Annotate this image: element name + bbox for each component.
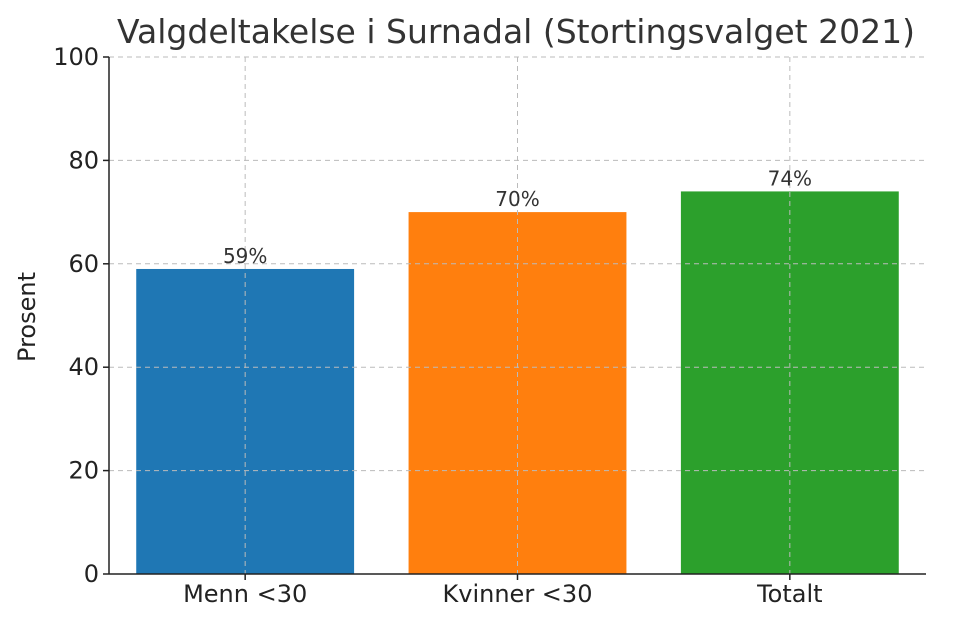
bar-value-label: 59% <box>223 244 267 268</box>
y-axis-label: Prosent <box>13 272 41 362</box>
data-label-layer: 59% 70% 74% <box>223 166 812 268</box>
y-tick-label: 20 <box>68 457 99 485</box>
chart-title: Valgdeltakelse i Surnadal (Stortingsvalg… <box>117 12 915 51</box>
bar-value-label: 74% <box>768 166 812 190</box>
x-tick-label: Kvinner <30 <box>443 580 593 608</box>
y-tick-label: 0 <box>84 560 99 588</box>
y-tick-label: 40 <box>68 353 99 381</box>
y-tick-label: 60 <box>68 250 99 278</box>
y-tick-label: 80 <box>68 146 99 174</box>
axis-layer: 0 20 40 60 80 100 Menn <30 Kvinner <30 Totalt <box>53 43 926 608</box>
x-tick-label: Totalt <box>756 580 822 608</box>
grid-layer <box>109 56 926 574</box>
x-tick-label: Menn <30 <box>183 580 307 608</box>
bar-value-label: 70% <box>495 187 539 211</box>
y-tick-label: 100 <box>53 43 99 71</box>
